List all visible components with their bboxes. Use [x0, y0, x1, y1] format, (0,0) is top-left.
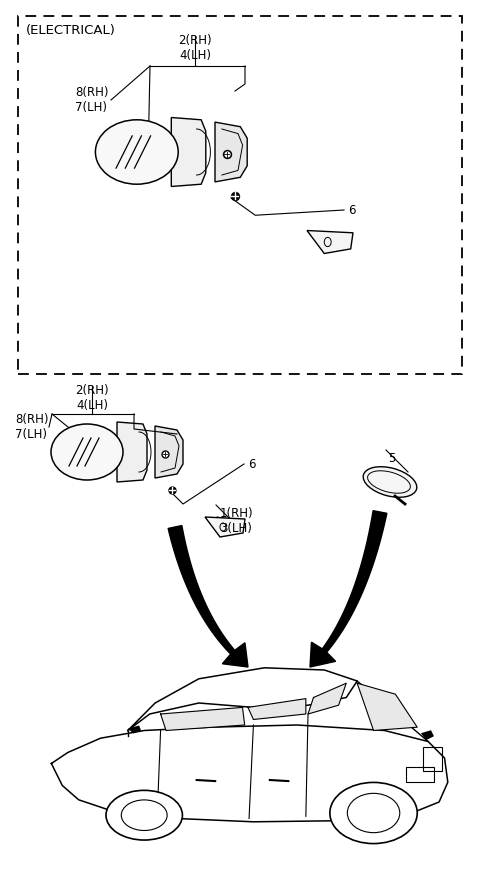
Text: 2(RH)
4(LH): 2(RH) 4(LH) — [75, 384, 109, 412]
Text: 6: 6 — [348, 204, 356, 216]
Ellipse shape — [96, 120, 178, 184]
Polygon shape — [307, 230, 353, 253]
Polygon shape — [171, 117, 206, 186]
Polygon shape — [248, 699, 306, 720]
Ellipse shape — [330, 782, 417, 843]
Text: (ELECTRICAL): (ELECTRICAL) — [26, 24, 116, 37]
Polygon shape — [128, 726, 141, 734]
Polygon shape — [357, 684, 417, 730]
Text: 8(RH)
7(LH): 8(RH) 7(LH) — [15, 413, 48, 441]
Polygon shape — [168, 526, 248, 667]
Bar — [423, 747, 443, 771]
Polygon shape — [215, 122, 247, 182]
Text: 2(RH)
4(LH): 2(RH) 4(LH) — [178, 34, 212, 62]
Ellipse shape — [363, 467, 417, 497]
Text: 6: 6 — [248, 458, 255, 470]
Polygon shape — [310, 511, 387, 667]
Polygon shape — [128, 668, 357, 730]
Polygon shape — [205, 517, 245, 537]
Bar — [406, 766, 433, 782]
Text: 1(RH)
3(LH): 1(RH) 3(LH) — [220, 507, 253, 535]
Polygon shape — [421, 730, 434, 740]
Text: 5: 5 — [388, 452, 396, 465]
Ellipse shape — [51, 424, 123, 480]
Polygon shape — [308, 684, 346, 714]
Polygon shape — [51, 725, 448, 822]
Ellipse shape — [106, 790, 182, 840]
Text: 8(RH)
7(LH): 8(RH) 7(LH) — [75, 86, 108, 114]
Polygon shape — [161, 707, 245, 730]
Polygon shape — [117, 422, 147, 482]
Polygon shape — [155, 426, 183, 478]
